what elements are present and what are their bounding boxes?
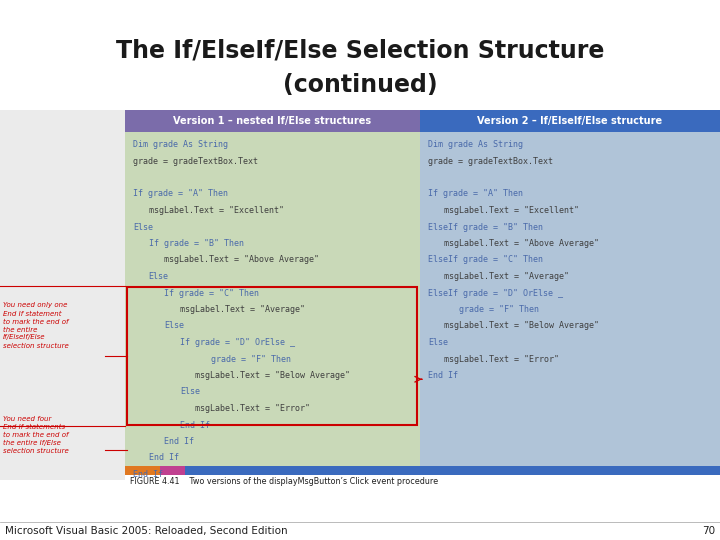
Text: grade = gradeTextBox.Text: grade = gradeTextBox.Text — [133, 157, 258, 165]
Text: End If: End If — [428, 371, 458, 380]
Text: The If/ElseIf/Else Selection Structure: The If/ElseIf/Else Selection Structure — [116, 38, 604, 62]
Text: msgLabel.Text = "Above Average": msgLabel.Text = "Above Average" — [444, 239, 598, 248]
Text: Else: Else — [133, 222, 153, 232]
Text: You need only one
End If statement
to mark the end of
the entire
If/ElseIf/Else
: You need only one End If statement to ma… — [3, 302, 68, 348]
Text: Dim grade As String: Dim grade As String — [133, 140, 228, 149]
Text: grade = gradeTextBox.Text: grade = gradeTextBox.Text — [428, 157, 553, 165]
Text: If grade = "D" OrElse _: If grade = "D" OrElse _ — [180, 338, 294, 347]
Text: End If: End If — [180, 421, 210, 429]
Text: msgLabel.Text = "Excellent": msgLabel.Text = "Excellent" — [148, 206, 284, 215]
Text: Version 1 – nested If/Else structures: Version 1 – nested If/Else structures — [174, 116, 372, 126]
Text: msgLabel.Text = "Below Average": msgLabel.Text = "Below Average" — [195, 371, 351, 380]
Text: If grade = "A" Then: If grade = "A" Then — [428, 190, 523, 199]
Bar — [420, 110, 720, 132]
Text: msgLabel.Text = "Above Average": msgLabel.Text = "Above Average" — [164, 255, 319, 265]
Text: FIGURE 4.41    Two versions of the displayMsgButton’s Click event procedure: FIGURE 4.41 Two versions of the displayM… — [130, 477, 438, 486]
Bar — [0, 110, 125, 480]
Text: msgLabel.Text = "Average": msgLabel.Text = "Average" — [180, 305, 305, 314]
Text: Else: Else — [148, 272, 168, 281]
Text: Microsoft Visual Basic 2005: Reloaded, Second Edition: Microsoft Visual Basic 2005: Reloaded, S… — [5, 526, 287, 536]
Text: ElseIf grade = "B" Then: ElseIf grade = "B" Then — [428, 222, 543, 232]
Text: Else: Else — [180, 388, 200, 396]
Text: msgLabel.Text = "Excellent": msgLabel.Text = "Excellent" — [444, 206, 579, 215]
Text: You need four
End If statements
to mark the end of
the entire If/Else
selection : You need four End If statements to mark … — [3, 416, 68, 454]
Text: Else: Else — [428, 338, 448, 347]
Bar — [125, 110, 420, 132]
Text: End If: End If — [164, 437, 194, 446]
Text: Dim grade As String: Dim grade As String — [428, 140, 523, 149]
Text: grade = "F" Then: grade = "F" Then — [211, 354, 291, 363]
Text: If grade = "C" Then: If grade = "C" Then — [164, 288, 259, 298]
Text: End If: End If — [133, 470, 163, 479]
Text: msgLabel.Text = "Error": msgLabel.Text = "Error" — [195, 404, 310, 413]
Text: (continued): (continued) — [283, 73, 437, 97]
Bar — [160, 466, 185, 475]
Text: ElseIf grade = "D" OrElse _: ElseIf grade = "D" OrElse _ — [428, 288, 563, 298]
Text: msgLabel.Text = "Error": msgLabel.Text = "Error" — [444, 354, 559, 363]
Bar — [127, 287, 417, 424]
Text: If grade = "B" Then: If grade = "B" Then — [148, 239, 243, 248]
Text: msgLabel.Text = "Average": msgLabel.Text = "Average" — [444, 272, 569, 281]
Text: If grade = "A" Then: If grade = "A" Then — [133, 190, 228, 199]
Text: ElseIf grade = "C" Then: ElseIf grade = "C" Then — [428, 255, 543, 265]
Bar — [125, 132, 420, 466]
Text: End If: End If — [148, 454, 179, 462]
Text: Version 2 – If/ElseIf/Else structure: Version 2 – If/ElseIf/Else structure — [477, 116, 662, 126]
Text: 70: 70 — [702, 526, 715, 536]
Text: Else: Else — [164, 321, 184, 330]
Bar — [185, 466, 720, 475]
Bar — [125, 466, 160, 475]
Bar — [420, 132, 720, 466]
Text: grade = "F" Then: grade = "F" Then — [459, 305, 539, 314]
Text: msgLabel.Text = "Below Average": msgLabel.Text = "Below Average" — [444, 321, 598, 330]
